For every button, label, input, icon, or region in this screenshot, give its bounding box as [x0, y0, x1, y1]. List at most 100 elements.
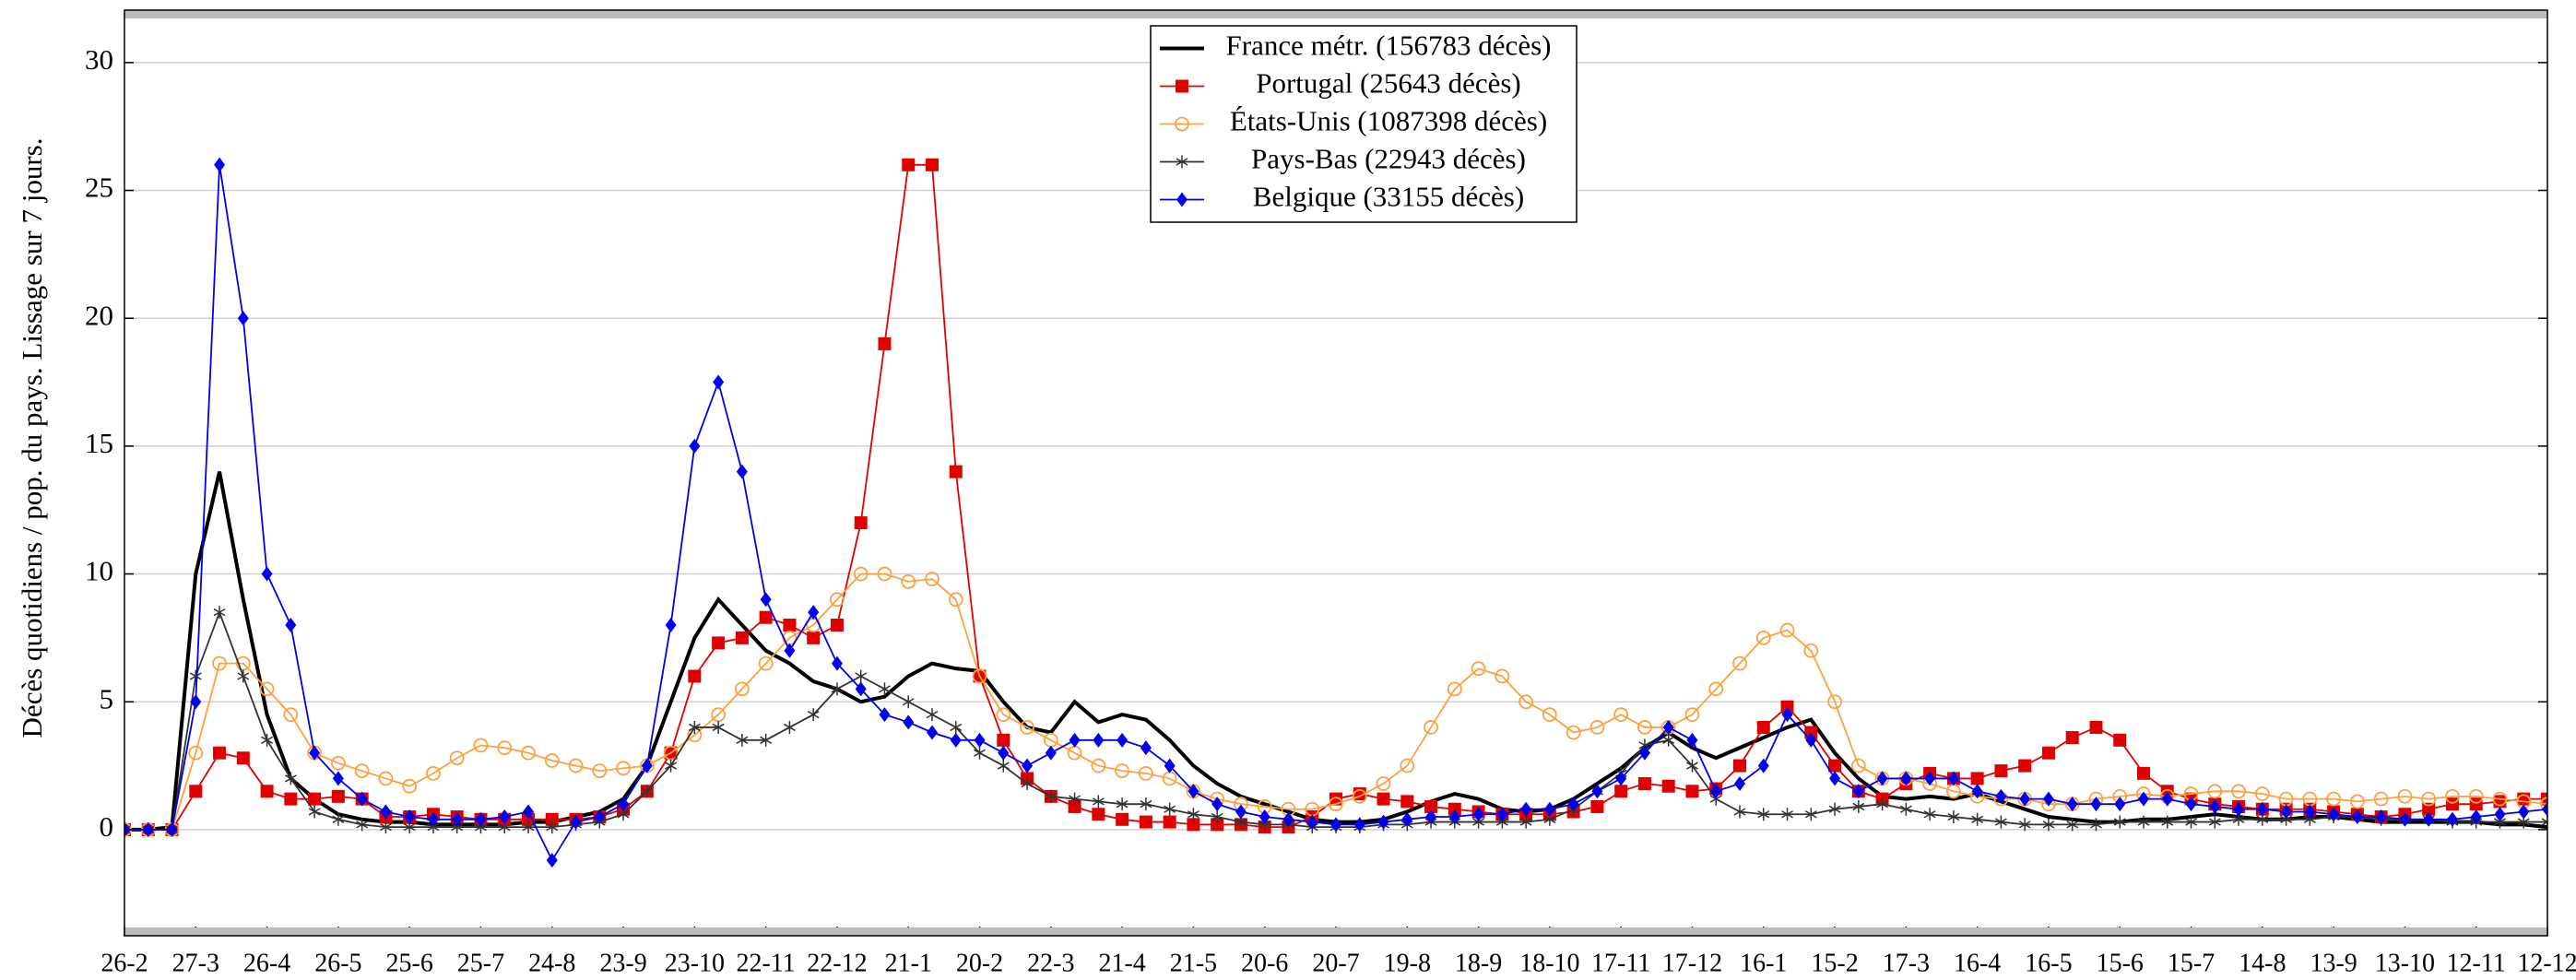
- marker: [259, 681, 275, 697]
- marker: [1187, 808, 1199, 821]
- marker: [641, 758, 653, 773]
- marker: [1022, 758, 1034, 773]
- marker: [972, 668, 987, 684]
- marker: [284, 792, 298, 806]
- marker: [2185, 797, 2197, 812]
- marker: [2468, 788, 2484, 804]
- x-tick-label: 20-7: [1312, 949, 1359, 977]
- marker: [2160, 785, 2174, 798]
- marker: [830, 619, 844, 632]
- marker: [1876, 797, 1889, 811]
- marker: [2492, 791, 2508, 807]
- marker: [449, 750, 465, 766]
- marker: [1994, 815, 2007, 829]
- marker: [807, 631, 821, 644]
- marker: [332, 771, 344, 786]
- marker: [1827, 694, 1842, 710]
- marker: [213, 746, 227, 760]
- marker: [330, 755, 346, 771]
- marker: [1924, 771, 1936, 786]
- marker: [1211, 818, 1224, 832]
- marker: [1757, 758, 1769, 773]
- marker: [592, 763, 608, 779]
- marker: [2161, 791, 2173, 807]
- marker: [356, 818, 369, 832]
- marker: [1045, 789, 1058, 803]
- marker: [926, 158, 939, 171]
- x-tick-label: 15-2: [1811, 949, 1858, 977]
- legend-label: Portugal (25643 décès): [1256, 67, 1521, 100]
- marker: [1164, 758, 1176, 773]
- marker: [1971, 784, 1983, 799]
- marker: [1828, 759, 1842, 773]
- marker: [1733, 759, 1746, 773]
- marker: [189, 785, 203, 798]
- marker: [902, 695, 915, 709]
- x-tick-label: 25-6: [386, 949, 433, 977]
- marker: [734, 681, 750, 697]
- marker: [1780, 700, 1794, 714]
- marker: [2373, 791, 2389, 807]
- marker: [1637, 720, 1652, 735]
- marker: [758, 655, 774, 671]
- marker: [190, 694, 202, 710]
- marker: [2185, 815, 2197, 829]
- marker: [2041, 746, 2055, 760]
- marker: [1971, 812, 1984, 826]
- x-tick-label: 20-6: [1241, 949, 1288, 977]
- marker: [2542, 801, 2547, 817]
- marker: [1518, 694, 1534, 710]
- marker: [546, 821, 559, 834]
- marker: [1045, 745, 1057, 761]
- marker: [2019, 791, 2031, 807]
- marker: [378, 771, 394, 786]
- marker: [1495, 668, 1510, 684]
- y-tick-label: 10: [85, 555, 113, 587]
- x-tick-label: 23-10: [665, 949, 725, 977]
- plot-frame: [124, 9, 2548, 937]
- marker: [688, 669, 702, 683]
- marker: [1970, 772, 1984, 785]
- marker: [1779, 622, 1795, 638]
- marker: [2207, 784, 2223, 799]
- marker: [1591, 784, 1603, 799]
- x-tick-label: 26-4: [243, 949, 290, 977]
- marker: [1732, 655, 1747, 671]
- marker: [2065, 731, 2079, 745]
- marker: [214, 157, 226, 172]
- marker: [544, 753, 560, 768]
- marker: [2113, 733, 2127, 747]
- marker: [308, 805, 321, 819]
- x-tick-label: 17-11: [1591, 949, 1650, 977]
- x-tick-label: 23-9: [599, 949, 646, 977]
- x-tick-label: 12-11: [2447, 949, 2506, 977]
- marker: [1472, 807, 1484, 822]
- marker: [736, 733, 749, 747]
- marker: [2090, 797, 2102, 812]
- marker: [1401, 811, 1413, 827]
- marker: [523, 804, 534, 820]
- marker: [1662, 733, 1675, 747]
- marker: [426, 765, 441, 781]
- marker: [285, 618, 297, 633]
- marker: [1188, 784, 1199, 799]
- marker: [1947, 810, 1960, 824]
- marker: [641, 785, 654, 798]
- marker: [2445, 797, 2459, 811]
- marker: [2114, 797, 2126, 812]
- marker: [974, 746, 986, 760]
- marker: [665, 759, 678, 773]
- marker: [1306, 814, 1318, 830]
- x-tick-label: 18-10: [1519, 949, 1579, 977]
- marker: [1093, 732, 1105, 748]
- marker: [2233, 801, 2245, 817]
- x-tick-label: 13-9: [2310, 949, 2357, 977]
- y-tick-label: 20: [85, 299, 113, 331]
- marker: [2518, 804, 2530, 820]
- marker: [759, 610, 773, 624]
- marker: [1804, 808, 1817, 821]
- x-tick-label: 24-8: [528, 949, 575, 977]
- marker: [903, 714, 915, 730]
- marker: [783, 720, 796, 734]
